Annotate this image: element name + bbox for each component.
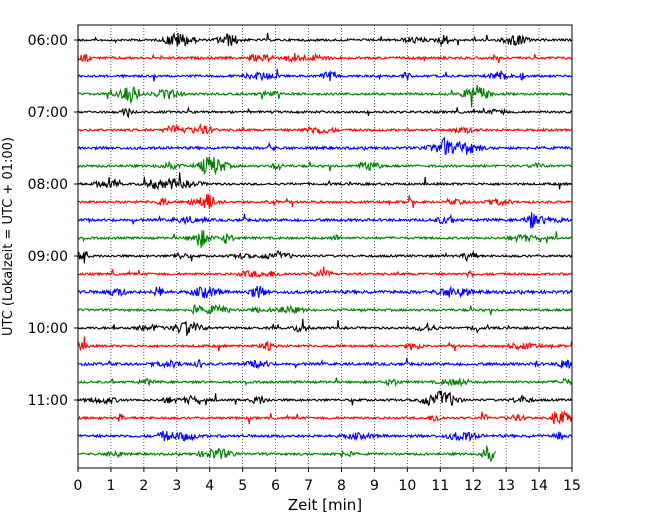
trace-row-5 bbox=[77, 123, 573, 136]
trace-row-2 bbox=[77, 68, 572, 82]
y-tick-label: 09:00 bbox=[28, 249, 68, 265]
trace-row-13 bbox=[77, 266, 572, 279]
trace-row-1 bbox=[77, 52, 573, 64]
trace-row-4 bbox=[77, 105, 572, 119]
trace-row-21 bbox=[77, 410, 573, 425]
trace-row-6 bbox=[77, 136, 572, 156]
trace-row-9 bbox=[77, 193, 572, 209]
x-tick-label: 8 bbox=[337, 478, 346, 494]
x-tick-label: 12 bbox=[464, 478, 482, 494]
x-tick-label: 2 bbox=[139, 478, 148, 494]
trace-row-22 bbox=[77, 430, 573, 443]
trace-row-19 bbox=[77, 377, 573, 388]
x-axis-label: Zeit [min] bbox=[288, 496, 362, 514]
trace-row-18 bbox=[77, 357, 573, 370]
trace-row-10 bbox=[77, 212, 572, 229]
x-tick-label: 11 bbox=[431, 478, 449, 494]
trace-row-15 bbox=[77, 303, 572, 316]
x-tick-label: 14 bbox=[530, 478, 548, 494]
x-tick-label: 15 bbox=[563, 478, 581, 494]
x-tick-label: 5 bbox=[238, 478, 247, 494]
y-tick-label: 08:00 bbox=[28, 177, 68, 193]
x-tick-label: 1 bbox=[106, 478, 115, 494]
trace-row-7 bbox=[77, 156, 572, 176]
trace-row-3 bbox=[77, 85, 572, 108]
plot-frame bbox=[77, 24, 573, 469]
vertical-grid bbox=[110, 25, 540, 468]
x-tick-label: 6 bbox=[271, 478, 280, 494]
y-axis-ticks: 06:00 07:00 08:00 09:00 10:00 11:00 bbox=[28, 33, 78, 409]
y-tick-label: 10:00 bbox=[28, 321, 68, 337]
trace-row-16 bbox=[77, 318, 572, 337]
x-tick-label: 4 bbox=[205, 478, 214, 494]
y-axis-label: UTC (Lokalzeit = UTC + 01:00) bbox=[1, 137, 16, 336]
x-tick-label: 0 bbox=[74, 478, 83, 494]
x-tick-label: 13 bbox=[497, 478, 515, 494]
x-tick-label: 9 bbox=[370, 478, 379, 494]
trace-row-0 bbox=[77, 31, 572, 47]
trace-row-17 bbox=[77, 336, 573, 352]
x-axis-ticks: 0 1 2 3 4 5 6 7 8 9 10 11 12 13 14 15 bbox=[74, 468, 581, 494]
trace-row-23 bbox=[77, 445, 497, 463]
trace-row-12 bbox=[77, 249, 573, 264]
y-tick-label: 06:00 bbox=[28, 33, 68, 49]
y-tick-label: 11:00 bbox=[28, 393, 68, 409]
trace-row-8 bbox=[77, 172, 573, 191]
x-tick-label: 7 bbox=[304, 478, 313, 494]
trace-row-14 bbox=[77, 285, 573, 299]
seismic-traces bbox=[77, 31, 573, 463]
trace-row-11 bbox=[77, 230, 572, 248]
trace-row-20 bbox=[77, 390, 573, 406]
x-tick-label: 3 bbox=[172, 478, 181, 494]
x-tick-label: 10 bbox=[398, 478, 416, 494]
y-tick-label: 07:00 bbox=[28, 105, 68, 121]
